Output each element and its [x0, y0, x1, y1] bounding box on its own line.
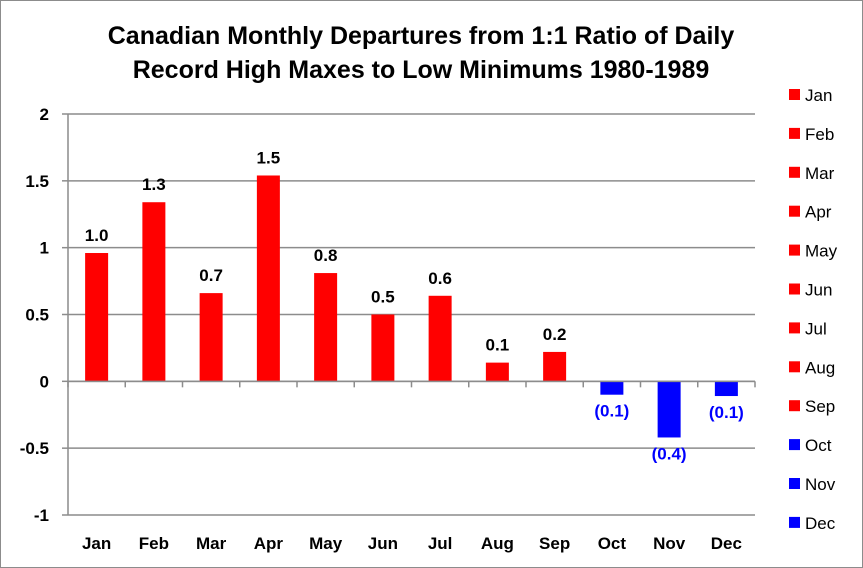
- x-tick-label: Mar: [196, 534, 227, 553]
- legend-label: Jan: [805, 86, 832, 105]
- legend-swatch: [789, 361, 800, 373]
- legend-swatch: [789, 439, 800, 451]
- chart-title-line-2: Record High Maxes to Low Minimums 1980-1…: [132, 56, 710, 84]
- legend-swatch: [789, 322, 800, 334]
- data-label: 0.7: [199, 266, 223, 285]
- y-tick-label: 1: [40, 239, 49, 258]
- chart-title: Canadian Monthly Departures from 1:1 Rat…: [61, 19, 781, 87]
- bar-may: [314, 273, 338, 382]
- x-tick-label: Nov: [653, 534, 686, 553]
- legend-swatch: [789, 478, 800, 489]
- data-label: 0.6: [428, 269, 452, 288]
- data-label: 0.1: [486, 336, 510, 355]
- data-label: 1.0: [85, 226, 109, 245]
- bar-dec: [714, 381, 738, 397]
- x-tick-label: Feb: [139, 534, 169, 553]
- x-tick-label: Jun: [368, 534, 398, 553]
- bar-mar: [199, 293, 223, 382]
- bar-nov: [657, 381, 681, 438]
- legend-label: May: [805, 242, 838, 261]
- legend-label: Nov: [805, 475, 836, 494]
- bar-apr: [256, 175, 280, 382]
- legend-label: Dec: [805, 514, 836, 533]
- legend-swatch: [789, 89, 800, 100]
- y-tick-label: 0: [40, 372, 49, 391]
- bar-jan: [85, 253, 109, 382]
- y-tick-label: 2: [40, 105, 49, 124]
- bar-jun: [371, 314, 395, 382]
- bar-feb: [142, 202, 166, 382]
- data-label: 0.5: [371, 288, 395, 307]
- legend-swatch: [789, 244, 800, 256]
- legend-label: Sep: [805, 397, 835, 416]
- x-tick-label: Sep: [539, 534, 570, 553]
- y-tick-label: -1: [34, 506, 49, 525]
- legend-swatch: [789, 516, 800, 528]
- y-tick-label: -0.5: [20, 439, 49, 458]
- legend-swatch: [789, 205, 800, 217]
- x-tick-label: Apr: [254, 534, 284, 553]
- legend-label: Jul: [805, 319, 827, 338]
- x-tick-label: Dec: [711, 534, 742, 553]
- x-tick-label: Aug: [481, 534, 514, 553]
- legend-swatch: [789, 400, 800, 412]
- data-label: 0.2: [543, 325, 567, 344]
- legend-swatch: [789, 166, 800, 178]
- legend-label: Oct: [805, 436, 832, 455]
- legend-label: Feb: [805, 125, 834, 144]
- legend-label: Jun: [805, 281, 832, 300]
- y-tick-label: 1.5: [25, 172, 49, 191]
- bar-jul: [428, 295, 452, 382]
- x-tick-label: Oct: [598, 534, 627, 553]
- chart-title-line-1: Canadian Monthly Departures from 1:1 Rat…: [107, 22, 735, 50]
- data-label: (0.4): [652, 444, 687, 463]
- data-label: (0.1): [594, 402, 629, 421]
- y-tick-label: 0.5: [25, 306, 49, 325]
- data-label: 1.3: [142, 175, 166, 194]
- data-label: (0.1): [709, 403, 744, 422]
- legend-swatch: [789, 283, 800, 295]
- legend-label: Aug: [805, 358, 835, 377]
- bar-aug: [485, 362, 509, 382]
- legend-label: Mar: [805, 164, 835, 183]
- x-tick-label: Jul: [428, 534, 453, 553]
- x-tick-label: May: [309, 534, 343, 553]
- bar-oct: [600, 381, 624, 395]
- data-label: 0.8: [314, 246, 338, 265]
- legend-swatch: [789, 127, 800, 139]
- x-tick-label: Jan: [82, 534, 111, 553]
- data-label: 1.5: [257, 148, 281, 167]
- legend-label: Apr: [805, 203, 832, 222]
- bar-sep: [543, 351, 567, 382]
